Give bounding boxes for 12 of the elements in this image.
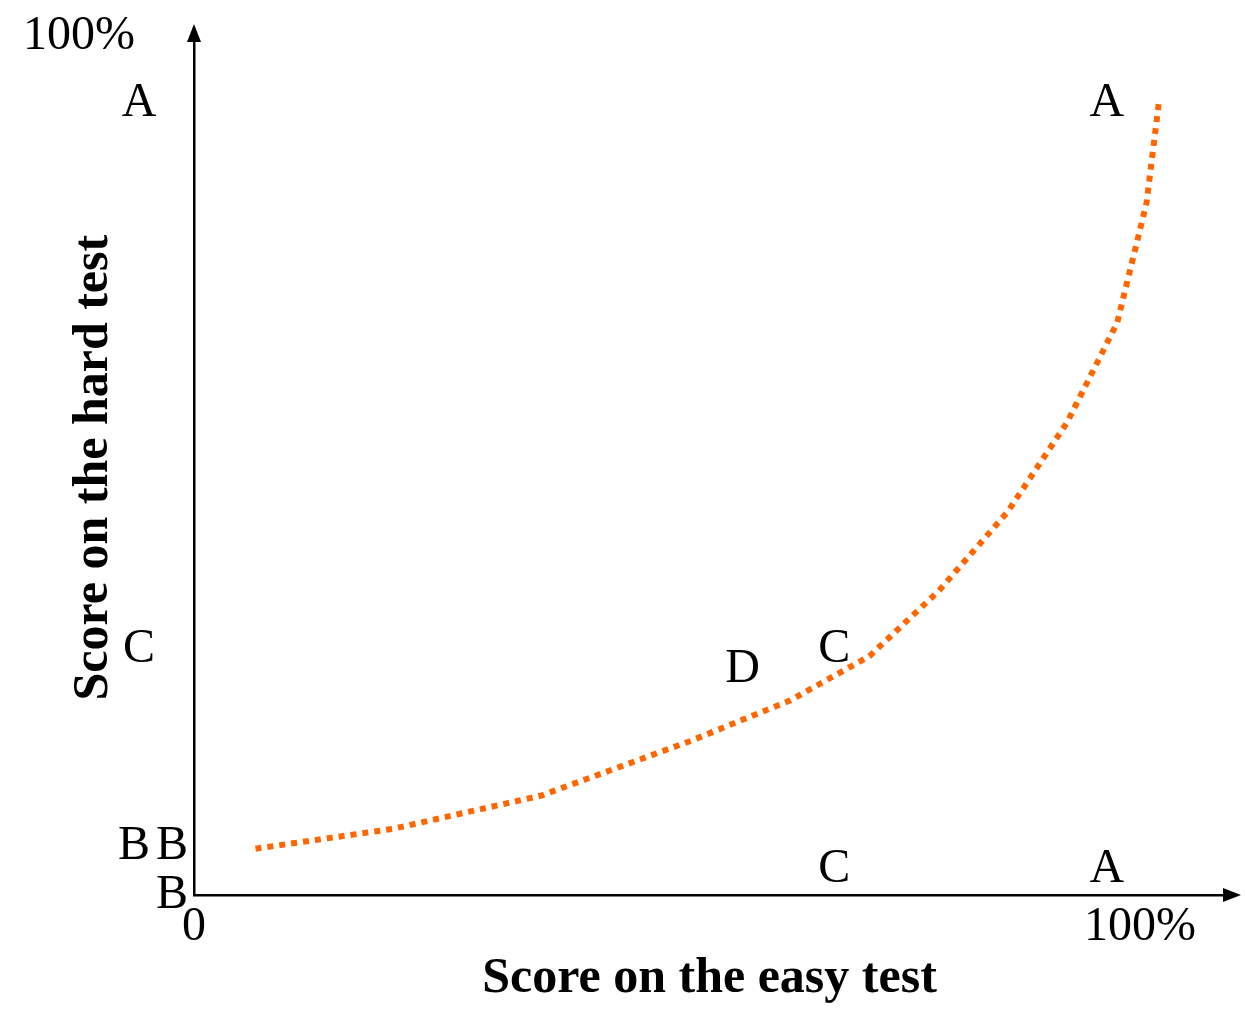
x-axis-title: Score on the easy test bbox=[482, 946, 938, 1003]
annotation: C bbox=[818, 839, 851, 893]
annotation: A bbox=[1089, 839, 1125, 893]
text: 100% bbox=[23, 5, 135, 59]
annotation: A bbox=[1089, 72, 1125, 126]
text: A bbox=[121, 72, 157, 126]
text: B bbox=[117, 815, 151, 869]
text: C bbox=[122, 619, 156, 673]
y-axis-title: Score on the hard test bbox=[61, 234, 118, 701]
text: B bbox=[155, 815, 189, 869]
annotation: C bbox=[818, 619, 851, 673]
annotation: D bbox=[725, 639, 760, 693]
